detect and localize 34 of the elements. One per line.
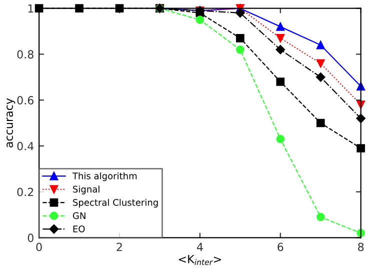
legend-label: GN (72, 212, 86, 220)
point (236, 45, 244, 54)
point (236, 8, 245, 18)
point (236, 34, 244, 42)
legend-label: EO (73, 226, 85, 232)
y-tick-label: 0.6 (17, 96, 34, 104)
x-tick-label: 4 (196, 242, 203, 251)
legend-label: Signal (73, 186, 100, 194)
y-tick-label: 0.2 (17, 188, 34, 196)
y-tick-label: 0.8 (17, 50, 34, 59)
x-tick-label: 0 (36, 242, 42, 252)
y-axis-title: accuracy (6, 98, 16, 148)
point (316, 72, 326, 82)
point (356, 144, 366, 152)
point (276, 134, 285, 144)
x-tick-label: 8 (358, 242, 364, 252)
point (316, 212, 325, 222)
x-tick-label: 6 (278, 242, 284, 252)
point (196, 16, 204, 24)
point (276, 78, 285, 86)
point (316, 59, 325, 68)
point (276, 22, 285, 31)
x-axis-title: <K$_{inter}$> (178, 255, 221, 266)
x-tick-label: 2 (116, 242, 122, 251)
legend-label: This algorithm (72, 172, 137, 182)
point (276, 34, 285, 42)
legend-label: Spectral Clustering (73, 198, 158, 208)
y-tick-label: 1 (28, 4, 34, 13)
point (316, 40, 325, 50)
y-tick-label: 0.4 (17, 142, 34, 150)
point (75, 4, 84, 13)
point (316, 118, 325, 128)
y-tick-label: 0 (28, 234, 34, 242)
point (276, 45, 286, 54)
